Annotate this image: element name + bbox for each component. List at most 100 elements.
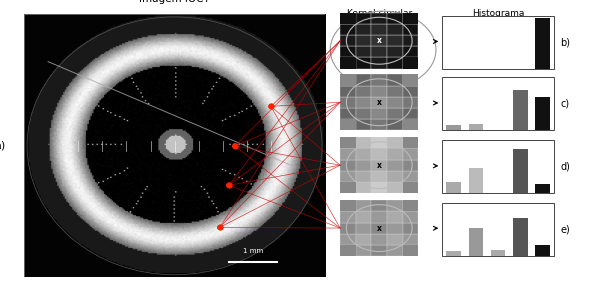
Bar [340,148,356,160]
Bar [356,182,371,193]
Text: e): e) [560,225,570,235]
Bar [356,148,371,160]
Point [230,144,240,148]
Bar [403,74,418,86]
Bar [340,24,356,35]
Bar [446,125,461,130]
Bar [468,228,483,256]
Bar [403,97,418,108]
Bar [442,16,554,69]
Bar [371,160,387,171]
Bar [340,35,356,46]
Bar [371,74,387,86]
Bar [340,119,356,130]
Bar [340,182,356,193]
Bar [340,13,356,24]
Bar [403,119,418,130]
Bar [387,160,403,171]
Bar [340,74,356,86]
Bar [387,35,403,46]
Bar [356,13,371,24]
Bar [403,182,418,193]
Bar [356,160,371,171]
Bar [371,35,387,46]
Bar [442,203,554,256]
Bar [403,245,418,256]
Bar [340,200,356,211]
Bar [340,86,356,97]
Bar [468,168,483,193]
Bar [340,160,356,171]
Text: Kernel circular
local: Kernel circular local [347,9,412,28]
Bar [403,35,418,46]
Bar [442,140,554,193]
Bar [387,137,403,148]
Bar [535,245,550,256]
Bar [513,149,528,193]
Bar [340,137,356,148]
Bar [356,74,371,86]
Bar [387,46,403,57]
Bar [340,97,356,108]
Text: 1 mm: 1 mm [243,248,263,254]
Bar [340,119,356,130]
Text: x: x [377,36,382,45]
Bar [371,234,387,245]
Bar [371,137,387,148]
Bar [356,171,371,182]
Bar [387,182,403,193]
Bar [446,182,461,193]
Bar [340,234,356,245]
Bar [403,160,418,171]
Bar [371,211,387,223]
Bar [403,24,418,35]
Bar [371,13,387,24]
Bar [371,148,387,160]
Bar [513,218,528,256]
Bar [356,119,371,130]
Bar [387,24,403,35]
Bar [371,223,387,234]
Bar [371,97,387,108]
Bar [387,86,403,97]
Bar [403,137,418,148]
Bar [491,250,506,256]
Bar [403,171,418,182]
Bar [340,46,356,57]
Bar [403,74,418,86]
Bar [371,182,387,193]
Bar [403,137,418,148]
Bar [356,86,371,97]
Bar [371,24,387,35]
Bar [356,234,371,245]
Text: x: x [377,98,382,107]
Bar [403,119,418,130]
Bar [340,245,356,256]
Bar [356,35,371,46]
Bar [340,108,356,119]
Bar [356,46,371,57]
Bar [403,182,418,193]
Text: Imagem IOCT: Imagem IOCT [139,0,210,4]
Point [266,104,276,109]
Bar [403,148,418,160]
Point [215,225,225,230]
Text: Histograma
correspondente: Histograma correspondente [462,9,534,28]
Bar [371,57,387,69]
Bar [403,223,418,234]
Text: c): c) [560,99,569,109]
Bar [403,200,418,211]
Bar [340,74,356,86]
Bar [442,77,554,130]
Bar [356,97,371,108]
Bar [446,251,461,256]
Bar [403,46,418,57]
Bar [356,24,371,35]
Bar [403,13,418,24]
Bar [340,200,356,211]
Bar [340,223,356,234]
Bar [340,13,356,24]
Bar [356,57,371,69]
Bar [356,245,371,256]
Bar [403,245,418,256]
